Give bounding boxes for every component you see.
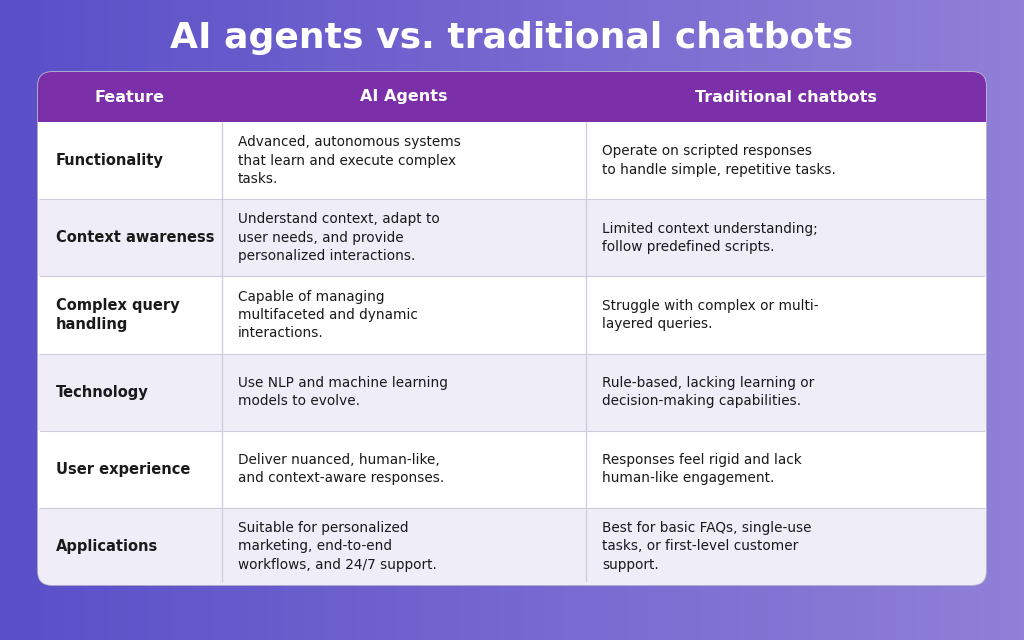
FancyBboxPatch shape bbox=[38, 72, 986, 122]
Text: AI agents vs. traditional chatbots: AI agents vs. traditional chatbots bbox=[170, 21, 854, 55]
Text: Context awareness: Context awareness bbox=[56, 230, 214, 245]
Text: Best for basic FAQs, single-use
tasks, or first-level customer
support.: Best for basic FAQs, single-use tasks, o… bbox=[602, 521, 811, 572]
Text: Suitable for personalized
marketing, end-to-end
workflows, and 24/7 support.: Suitable for personalized marketing, end… bbox=[238, 521, 437, 572]
Text: Technology: Technology bbox=[56, 385, 148, 399]
Text: Limited context understanding;
follow predefined scripts.: Limited context understanding; follow pr… bbox=[602, 221, 818, 254]
Text: AI Agents: AI Agents bbox=[360, 90, 447, 104]
Bar bbox=[38, 508, 986, 543]
Text: User experience: User experience bbox=[56, 461, 190, 477]
Bar bbox=[38, 199, 986, 276]
Bar bbox=[38, 431, 986, 508]
Text: Traditional chatbots: Traditional chatbots bbox=[695, 90, 877, 104]
Text: Capable of managing
multifaceted and dynamic
interactions.: Capable of managing multifaceted and dyn… bbox=[238, 289, 418, 340]
Text: Deliver nuanced, human-like,
and context-aware responses.: Deliver nuanced, human-like, and context… bbox=[238, 453, 444, 486]
Text: Responses feel rigid and lack
human-like engagement.: Responses feel rigid and lack human-like… bbox=[602, 453, 802, 486]
Text: Feature: Feature bbox=[95, 90, 165, 104]
Text: Complex query
handling: Complex query handling bbox=[56, 298, 179, 332]
Bar bbox=[38, 276, 986, 353]
Bar bbox=[38, 353, 986, 431]
Text: Understand context, adapt to
user needs, and provide
personalized interactions.: Understand context, adapt to user needs,… bbox=[238, 212, 439, 263]
Text: Rule-based, lacking learning or
decision-making capabilities.: Rule-based, lacking learning or decision… bbox=[602, 376, 814, 408]
Text: Use NLP and machine learning
models to evolve.: Use NLP and machine learning models to e… bbox=[238, 376, 447, 408]
Text: Operate on scripted responses
to handle simple, repetitive tasks.: Operate on scripted responses to handle … bbox=[602, 145, 836, 177]
Bar bbox=[38, 95, 986, 122]
Text: Advanced, autonomous systems
that learn and execute complex
tasks.: Advanced, autonomous systems that learn … bbox=[238, 135, 461, 186]
Text: Applications: Applications bbox=[56, 539, 159, 554]
FancyBboxPatch shape bbox=[38, 72, 986, 585]
Text: Struggle with complex or multi-
layered queries.: Struggle with complex or multi- layered … bbox=[602, 299, 818, 331]
Text: Functionality: Functionality bbox=[56, 153, 164, 168]
FancyBboxPatch shape bbox=[38, 508, 986, 585]
Bar bbox=[38, 122, 986, 199]
